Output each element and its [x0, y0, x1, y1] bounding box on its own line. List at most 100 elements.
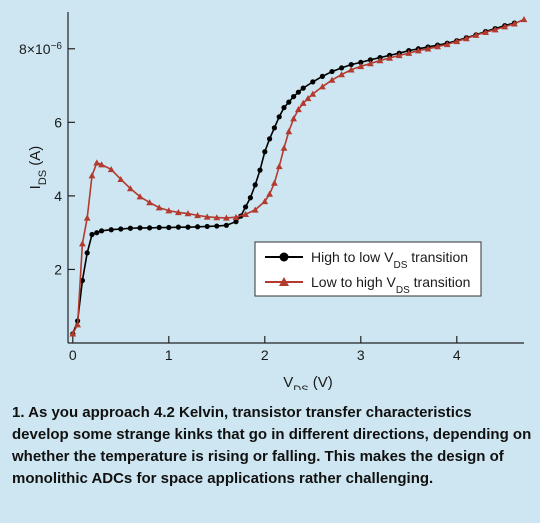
- y-axis-title: IDS (A): [27, 146, 49, 190]
- data-point: [285, 128, 293, 135]
- data-point: [357, 63, 365, 70]
- data-point: [184, 210, 192, 217]
- x-tick-label: 4: [453, 347, 461, 363]
- data-point: [304, 95, 312, 102]
- data-point: [232, 213, 240, 220]
- data-point: [88, 172, 96, 179]
- data-point: [299, 99, 307, 106]
- data-point: [137, 225, 143, 231]
- axes-layer: 0 1 2 3 4 2 4 6 8×10−6: [19, 12, 524, 363]
- figure-caption: 1. As you approach 4.2 Kelvin, transisto…: [12, 404, 532, 487]
- data-point: [295, 89, 301, 95]
- data-point: [286, 99, 292, 105]
- data-point: [405, 49, 413, 56]
- data-point: [463, 35, 470, 42]
- x-tick-label: 3: [357, 347, 365, 363]
- data-point: [98, 161, 105, 168]
- data-point: [214, 223, 220, 229]
- data-point: [233, 219, 239, 225]
- series-2: [69, 15, 528, 337]
- data-point: [223, 214, 230, 221]
- data-point: [281, 105, 287, 111]
- data-point: [424, 45, 432, 52]
- data-point: [204, 223, 210, 230]
- data-point: [472, 31, 480, 38]
- data-point: [276, 114, 282, 120]
- data-point: [185, 224, 191, 230]
- data-point: [290, 115, 297, 122]
- legend-marker: [279, 252, 289, 262]
- data-point: [358, 59, 364, 65]
- data-point: [511, 20, 518, 27]
- data-point: [295, 106, 302, 113]
- data-point: [376, 57, 384, 64]
- chart-svg: 0 1 2 3 4 2 4 6 8×10−6 High to low VDS transitio…: [19, 12, 528, 390]
- data-point: [243, 204, 249, 210]
- data-point: [338, 71, 345, 78]
- data-point: [491, 26, 499, 33]
- data-point: [127, 225, 133, 231]
- chart: 0 1 2 3 4 2 4 6 8×10−6 High to low VDS transitio…: [19, 12, 528, 390]
- data-point: [195, 224, 201, 230]
- data-point: [107, 166, 115, 173]
- data-point: [175, 224, 181, 230]
- data-point: [329, 68, 335, 75]
- data-point: [155, 204, 163, 211]
- data-point: [136, 193, 144, 200]
- data-point: [319, 83, 326, 90]
- data-point: [252, 182, 258, 188]
- data-point: [501, 23, 509, 30]
- data-point: [117, 175, 125, 183]
- data-point: [166, 224, 172, 231]
- data-point: [386, 54, 393, 61]
- data-point: [242, 210, 249, 217]
- data-point: [147, 225, 153, 231]
- data-point: [291, 93, 297, 100]
- data-point: [367, 60, 374, 67]
- data-point: [309, 90, 317, 97]
- x-tick-label: 0: [69, 347, 77, 363]
- data-point: [328, 76, 336, 83]
- series-layer: [69, 15, 528, 337]
- y-tick-label: 6: [54, 114, 62, 130]
- data-point: [99, 228, 105, 234]
- data-point: [261, 198, 269, 205]
- data-point: [156, 224, 162, 231]
- data-point: [339, 65, 345, 71]
- data-point: [74, 321, 81, 328]
- data-point: [443, 40, 451, 48]
- data-point: [482, 28, 489, 35]
- data-point: [251, 206, 259, 213]
- data-point: [280, 144, 288, 151]
- y-tick-label: 8×10−6: [19, 40, 62, 57]
- data-point: [319, 73, 325, 79]
- data-point: [415, 47, 422, 54]
- data-point: [223, 222, 229, 228]
- data-point: [79, 277, 85, 284]
- data-point: [434, 43, 441, 50]
- data-point: [266, 190, 273, 197]
- data-point: [367, 57, 373, 63]
- data-point: [69, 330, 77, 337]
- data-point: [84, 250, 90, 256]
- data-point: [83, 214, 91, 221]
- data-point: [275, 163, 283, 170]
- data-point: [271, 125, 277, 131]
- data-point: [395, 51, 403, 59]
- axis-labels: VDS (V) IDS (A): [27, 146, 333, 390]
- data-point: [94, 230, 100, 236]
- data-point: [347, 66, 355, 73]
- data-point: [165, 207, 173, 214]
- data-point: [267, 136, 273, 142]
- data-point: [247, 195, 253, 201]
- data-point: [271, 179, 278, 186]
- data-point: [203, 213, 211, 220]
- x-tick-label: 1: [165, 347, 173, 363]
- y-tick-label: 4: [54, 188, 62, 204]
- data-point: [300, 85, 306, 91]
- data-point: [118, 226, 124, 232]
- y-tick-label: 2: [54, 261, 62, 277]
- data-point: [108, 227, 114, 233]
- x-tick-label: 2: [261, 347, 269, 363]
